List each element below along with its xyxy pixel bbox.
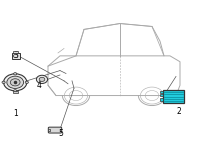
Circle shape (36, 75, 48, 83)
Circle shape (10, 79, 20, 86)
FancyBboxPatch shape (163, 90, 184, 103)
Text: 3: 3 (13, 51, 18, 60)
Text: 1: 1 (13, 109, 18, 118)
Circle shape (7, 76, 24, 88)
Circle shape (25, 81, 28, 83)
Bar (160, 98, 163, 101)
Circle shape (39, 77, 45, 81)
FancyBboxPatch shape (48, 127, 62, 133)
Circle shape (4, 74, 27, 91)
Text: 4: 4 (37, 81, 41, 90)
Bar (13, 51, 18, 53)
Bar (160, 94, 163, 96)
Circle shape (14, 73, 17, 75)
Bar (48, 129, 50, 131)
Bar (160, 91, 163, 93)
FancyBboxPatch shape (12, 53, 20, 59)
Text: 5: 5 (59, 128, 63, 138)
Circle shape (14, 90, 17, 92)
Circle shape (2, 81, 5, 83)
Text: 2: 2 (177, 107, 181, 116)
Bar (13, 91, 18, 93)
